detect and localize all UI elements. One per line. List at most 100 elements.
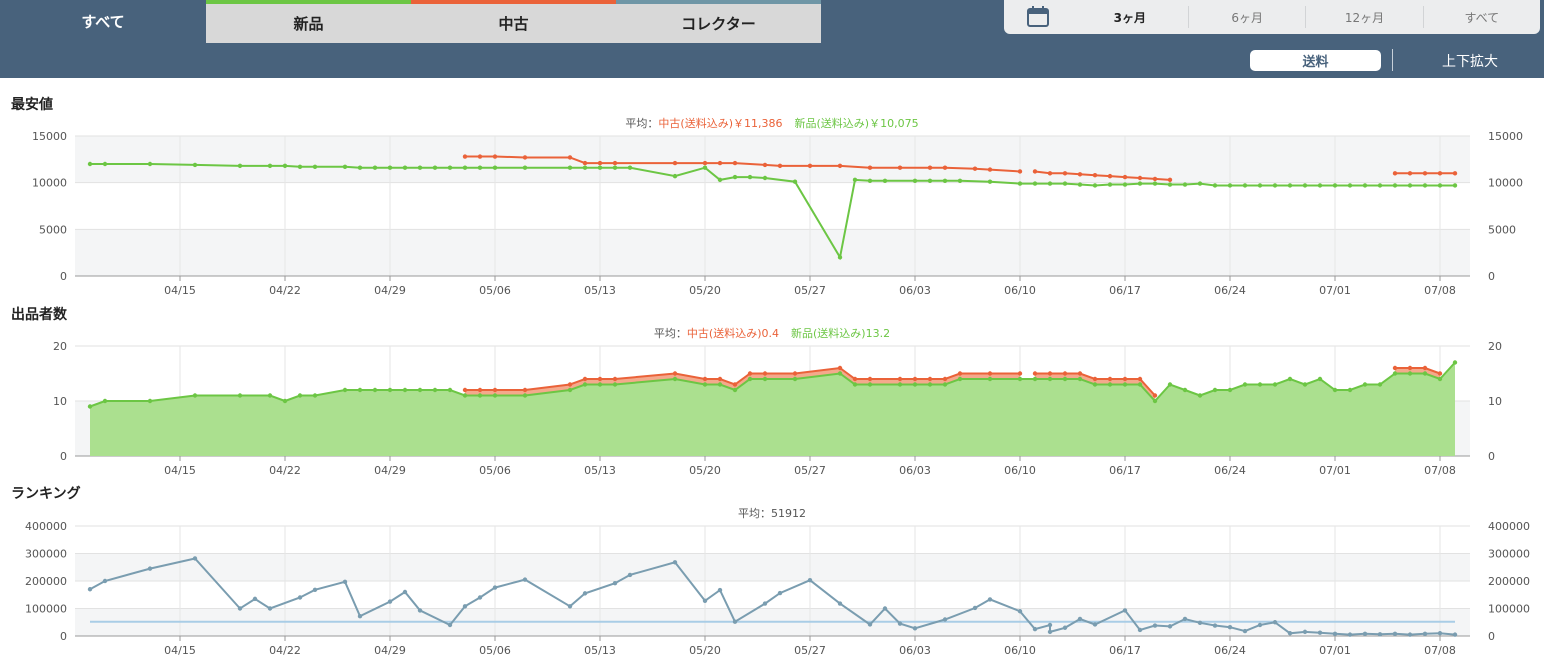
- ranking-point: [1062, 625, 1068, 630]
- new-seller-point: [1362, 382, 1368, 387]
- ranking-point: [1227, 625, 1233, 630]
- ranking-point: [1257, 622, 1263, 628]
- new-seller-point: [312, 393, 318, 398]
- new-seller-point: [582, 382, 588, 387]
- new-price-point: [1047, 181, 1053, 186]
- used-seller-point: [897, 376, 903, 382]
- used-price-point: [1152, 176, 1158, 182]
- new-price-point: [297, 164, 303, 169]
- used-price-point: [612, 160, 618, 166]
- new-price-point: [582, 165, 588, 170]
- x-tick-label: 04/15: [164, 644, 196, 657]
- shipping-toggle-button[interactable]: 送料: [1250, 50, 1381, 71]
- ranking-point: [297, 595, 303, 600]
- used-price-point: [567, 155, 573, 160]
- range-6-months[interactable]: 6ヶ月: [1187, 6, 1305, 28]
- new-seller-point: [432, 387, 438, 393]
- grid-band: [75, 136, 1470, 183]
- ranking-point: [777, 590, 783, 596]
- ranking-point: [1182, 616, 1188, 622]
- y-tick-label-left: 10: [53, 395, 67, 408]
- new-seller-point: [492, 393, 498, 398]
- new-price-point: [417, 165, 423, 170]
- range-3-months[interactable]: 3ヶ月: [1113, 10, 1146, 25]
- new-price-point: [1392, 183, 1398, 188]
- tab-used[interactable]: 中古: [411, 0, 616, 43]
- new-price-point: [987, 179, 993, 184]
- chart-subtitle: 平均：中古(送料込み)￥11,386 新品(送料込み)￥10,075: [625, 116, 918, 130]
- new-price-point: [762, 175, 768, 181]
- new-seller-point: [402, 387, 408, 393]
- used-seller-point: [957, 371, 963, 376]
- new-price-point: [1017, 181, 1023, 186]
- x-tick-label: 06/03: [899, 464, 931, 477]
- used-price-point: [837, 163, 843, 169]
- ranking-point: [912, 626, 918, 631]
- used-price-point: [1407, 171, 1413, 176]
- new-price-point: [237, 163, 243, 169]
- ranking-point: [477, 595, 483, 600]
- new-price-point: [1257, 183, 1263, 188]
- new-seller-point: [1212, 387, 1218, 393]
- ranking-point: [1137, 627, 1143, 633]
- tab-new[interactable]: 新品: [206, 0, 411, 43]
- y-tick-label-right: 300000: [1488, 548, 1530, 561]
- legend-used: 中古(送料込み)0.4: [687, 326, 779, 340]
- used-seller-point: [747, 371, 753, 376]
- new-price-point: [1422, 183, 1428, 188]
- x-tick-label: 05/13: [584, 644, 616, 657]
- new-price-point: [1212, 183, 1218, 188]
- new-price-point: [1167, 182, 1173, 187]
- new-seller-point: [852, 382, 858, 387]
- calendar-icon[interactable]: [1004, 0, 1072, 34]
- new-price-point: [927, 178, 933, 183]
- new-seller-point: [342, 387, 348, 393]
- new-seller-point: [1452, 360, 1458, 365]
- used-price-point: [702, 160, 708, 166]
- new-seller-point: [897, 382, 903, 387]
- tab-collector[interactable]: コレクター: [616, 0, 821, 43]
- y-tick-label-right: 0: [1488, 630, 1495, 643]
- range-12-months[interactable]: 12ヶ月: [1305, 6, 1422, 28]
- new-price-point: [432, 165, 438, 170]
- used-price-point: [462, 154, 468, 159]
- ranking-point: [387, 599, 393, 604]
- ranking-point: [1152, 623, 1158, 628]
- new-seller-point: [1047, 376, 1053, 382]
- ranking-point: [717, 587, 723, 593]
- y-tick-label-left: 10000: [32, 177, 67, 190]
- new-seller-point: [732, 387, 738, 393]
- new-price-point: [702, 165, 708, 170]
- new-price-point: [957, 178, 963, 183]
- new-price-point: [147, 161, 153, 167]
- used-seller-point: [492, 387, 498, 393]
- range-all[interactable]: すべて: [1422, 6, 1540, 28]
- tab-all[interactable]: すべて: [0, 0, 206, 43]
- ranking-point: [357, 614, 363, 619]
- vertical-zoom-button[interactable]: 上下拡大: [1442, 53, 1498, 70]
- ranking-point: [987, 597, 993, 602]
- used-price-point: [1137, 175, 1143, 181]
- used-seller-point: [852, 376, 858, 382]
- new-price-point: [267, 163, 273, 169]
- new-seller-point: [597, 382, 603, 387]
- ranking-point: [1407, 632, 1413, 637]
- used-price-point: [582, 160, 588, 166]
- new-price-point: [1302, 183, 1308, 188]
- ranking-point: [567, 604, 573, 609]
- new-seller-point: [717, 382, 723, 387]
- new-seller-point: [387, 387, 393, 393]
- x-tick-label: 07/01: [1319, 464, 1351, 477]
- x-tick-label: 06/24: [1214, 644, 1246, 657]
- x-tick-label: 06/10: [1004, 284, 1036, 297]
- new-price-point: [1077, 182, 1083, 187]
- new-price-point: [852, 177, 858, 183]
- x-tick-label: 05/06: [479, 464, 511, 477]
- new-seller-point: [357, 387, 363, 393]
- used-seller-point: [912, 376, 918, 382]
- ranking-point: [267, 606, 273, 611]
- ranking-point: [1347, 632, 1353, 637]
- new-seller-point: [1092, 382, 1098, 387]
- used-price-point: [1032, 169, 1038, 174]
- new-seller-point: [192, 393, 198, 398]
